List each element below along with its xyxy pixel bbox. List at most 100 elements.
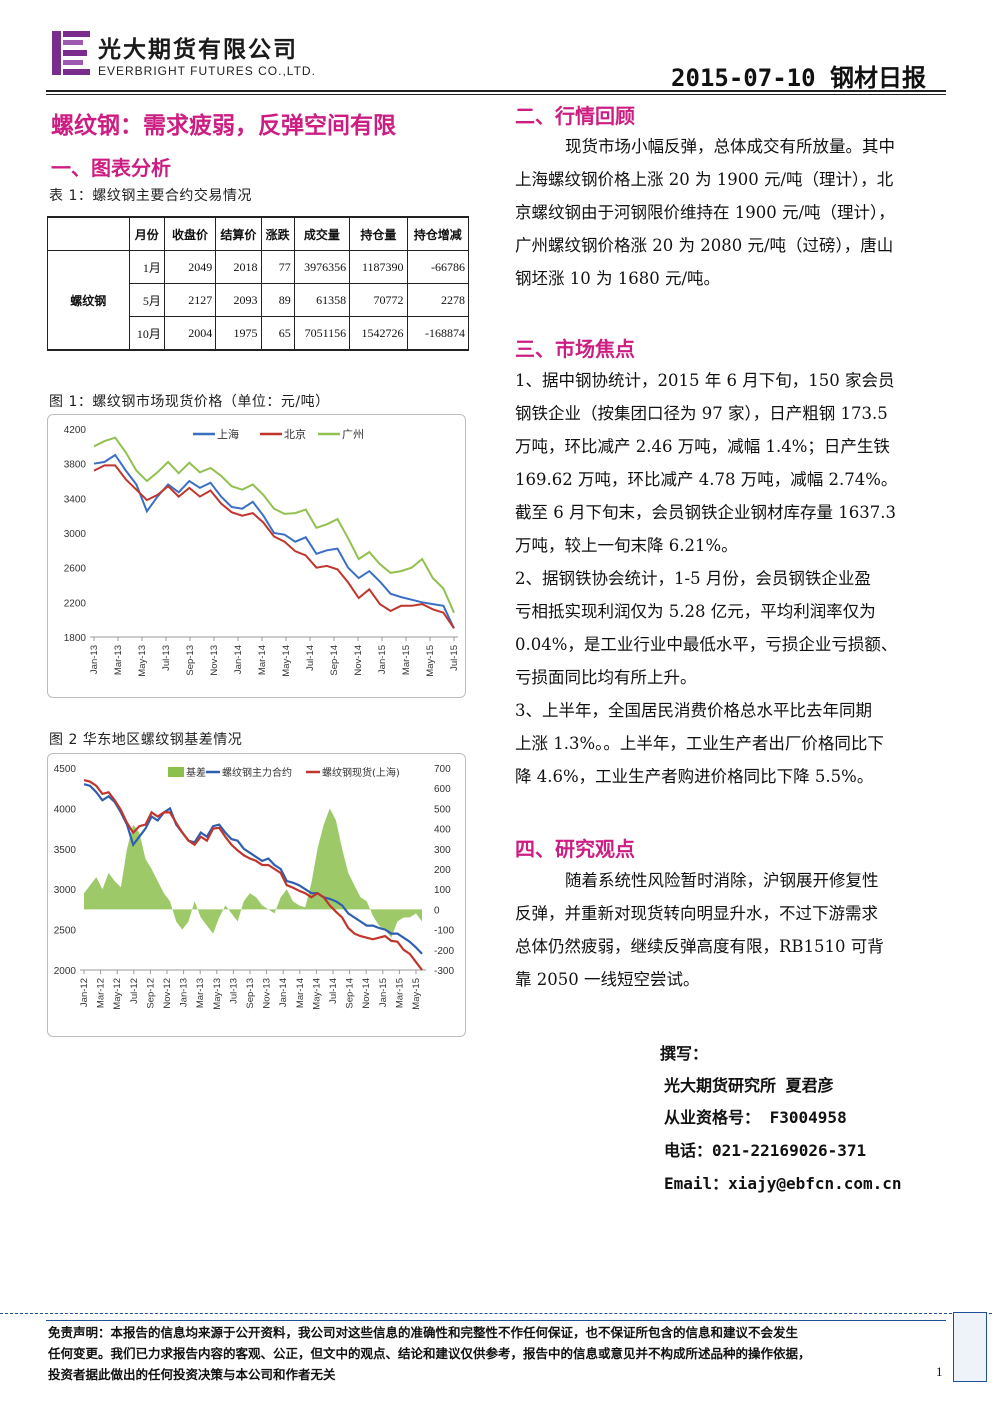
y-right-tick-label: -200 <box>434 946 454 957</box>
disclaimer-line: 免责声明：本报告的信息均来源于公开资料，我公司对这些信息的准确性和完整性不作任何… <box>48 1325 799 1340</box>
text-line: 万吨，较上一旬末降 6.21%。 <box>515 536 738 555</box>
y-right-tick-label: 700 <box>434 764 451 775</box>
research-view-text: 随着系统性风险暂时消除，沪钢展开修复性 反弹，并重新对现货转向明显升水，不过下游… <box>515 864 945 996</box>
text-line: 2、据钢铁协会统计，1-5 月份，会员钢铁企业盈 <box>515 569 871 588</box>
table-header-blank <box>47 216 130 251</box>
author-phone: 电话：021-22169026-371 <box>664 1141 867 1160</box>
x-tick-label: Jul-13 <box>228 978 239 1004</box>
basis-area <box>84 808 422 938</box>
legend-label: 北京 <box>284 427 306 441</box>
legend-label: 螺纹钢现货(上海) <box>322 766 400 779</box>
x-tick-label: Mar-14 <box>257 645 268 675</box>
author-email: Email：xiajy@ebfcn.com.cn <box>664 1174 902 1193</box>
x-tick-label: Mar-13 <box>195 978 206 1008</box>
table-cell: 2093 <box>215 283 262 317</box>
text-line: 广州螺纹钢价格涨 20 为 2080 元/吨（过磅），唐山 <box>515 236 894 255</box>
legend-swatch <box>168 767 184 777</box>
x-tick-label: Nov-13 <box>209 645 220 676</box>
report-main-title: 螺纹钢：需求疲弱，反弹空间有限 <box>51 113 396 139</box>
text-line: 万吨，环比减产 2.46 万吨，减幅 1.4%；日产生铁 <box>515 437 890 456</box>
page-number: 1 <box>936 1364 943 1379</box>
text-line: 现货市场小幅反弹，总体成交有所放量。其中 <box>565 137 895 156</box>
header-divider-thin <box>46 94 946 95</box>
x-tick-label: May-15 <box>425 645 436 677</box>
table-header-cell: 成交量 <box>293 216 351 251</box>
table-cell: 77 <box>260 250 295 284</box>
text-line: 上涨 1.3%。。上半年，工业生产者出厂价格同比下 <box>515 734 884 753</box>
series-line <box>83 783 423 955</box>
y-left-tick-label: 4000 <box>54 804 77 815</box>
y-right-tick-label: -300 <box>434 966 454 977</box>
x-tick-label: Jan-14 <box>233 645 244 674</box>
y-left-tick-label: 2500 <box>54 926 77 937</box>
x-tick-label: Mar-12 <box>96 978 107 1008</box>
x-tick-label: May-14 <box>311 978 322 1010</box>
table-cell: 1542726 <box>349 316 408 351</box>
table-cell: 7051156 <box>293 316 351 351</box>
y-tick-label: 2200 <box>64 598 87 609</box>
table-header-cell: 月份 <box>128 216 165 251</box>
y-right-tick-label: 0 <box>434 905 440 916</box>
header-divider <box>46 90 946 92</box>
company-name-en: EVERBRIGHT FUTURES CO.,LTD. <box>98 64 316 78</box>
text-line: 降 4.6%，工业生产者购进价格同比下降 5.5%。 <box>515 767 874 786</box>
table-header-cell: 涨跌 <box>260 216 295 251</box>
y-left-tick-label: 3000 <box>54 885 77 896</box>
table-row: 5月 2127 2093 89 61358 70772 2278 <box>48 283 470 317</box>
series-line <box>83 779 423 971</box>
table-cell: 1187390 <box>349 250 408 284</box>
y-right-tick-label: 400 <box>434 825 451 836</box>
text-line: 截至 6 月下旬末，会员钢铁企业钢材库存量 1637.3 <box>515 503 896 522</box>
table-cell: 89 <box>260 283 295 317</box>
market-review-text: 现货市场小幅反弹，总体成交有所放量。其中 上海螺纹钢价格上涨 20 为 1900… <box>515 130 945 295</box>
footer-side-block <box>953 1312 987 1382</box>
x-tick-label: Mar-14 <box>295 978 306 1008</box>
section-heading-market-focus: 三、市场焦点 <box>515 337 635 361</box>
x-tick-label: Sep-13 <box>245 978 256 1009</box>
series-line <box>93 453 455 629</box>
text-line: 钢坯涨 10 为 1680 元/吨。 <box>515 269 721 288</box>
y-tick-label: 2600 <box>64 564 87 575</box>
table-header-cell: 持仓量 <box>349 216 408 251</box>
report-date-title: 2015-07-10 钢材日报 <box>671 64 926 92</box>
x-tick-label: Sep-12 <box>145 978 156 1009</box>
x-tick-label: Mar-13 <box>113 645 124 675</box>
x-tick-label: May-14 <box>281 645 292 677</box>
x-tick-label: Jul-15 <box>449 645 460 671</box>
text-line: 亏损面同比均有所上升。 <box>515 668 697 687</box>
footer-dashed-rule <box>0 1313 992 1314</box>
x-tick-label: Jul-14 <box>305 645 316 671</box>
x-tick-label: Jul-13 <box>161 645 172 671</box>
table-header-cell: 持仓增减 <box>406 216 470 251</box>
x-tick-label: Mar-15 <box>394 978 405 1008</box>
y-right-tick-label: -100 <box>434 926 454 937</box>
figure1-caption: 图 1：螺纹钢市场现货价格（单位：元/吨） <box>49 394 330 410</box>
table-cell: 2127 <box>163 283 217 317</box>
x-tick-label: Nov-13 <box>262 978 273 1009</box>
table-row: 10月 2004 1975 65 7051156 1542726 -168874 <box>48 316 470 351</box>
y-right-tick-label: 300 <box>434 845 451 856</box>
disclaimer: 免责声明：本报告的信息均来源于公开资料，我公司对这些信息的准确性和完整性不作任何… <box>48 1322 944 1385</box>
y-tick-label: 3800 <box>64 460 87 471</box>
y-right-tick-label: 200 <box>434 865 451 876</box>
x-tick-label: Nov-14 <box>353 645 364 676</box>
section-heading-research-view: 四、研究观点 <box>515 837 635 861</box>
y-tick-label: 1800 <box>64 633 87 644</box>
author-license: 从业资格号： F3004958 <box>664 1108 847 1127</box>
x-tick-label: May-15 <box>411 978 422 1010</box>
y-tick-label: 4200 <box>64 425 87 436</box>
x-tick-label: Jan-12 <box>79 978 90 1007</box>
author-name: 光大期货研究所 夏君彦 <box>664 1076 834 1095</box>
disclaimer-line: 任何变更。我们已力求报告内容的客观、公正，但文中的观点、结论和建议仅供参考，报告… <box>48 1346 811 1361</box>
x-tick-label: Sep-14 <box>329 645 340 676</box>
text-line: 钢铁企业（按集团口径为 97 家），日产粗钢 173.5 <box>515 404 888 423</box>
y-right-tick-label: 600 <box>434 784 451 795</box>
x-tick-label: Jan-15 <box>377 645 388 674</box>
table-cell: 65 <box>260 316 295 351</box>
x-tick-label: May-13 <box>212 978 223 1010</box>
series-line <box>93 436 455 614</box>
figure2-frame: 4500 4000 3500 3000 2500 2000 700 600 500 400 300 2… <box>47 753 466 1037</box>
text-line: 169.62 万吨，环比减产 4.78 万吨，减幅 2.74%。 <box>515 470 898 489</box>
text-line: 靠 2050 一线短空尝试。 <box>515 970 700 989</box>
